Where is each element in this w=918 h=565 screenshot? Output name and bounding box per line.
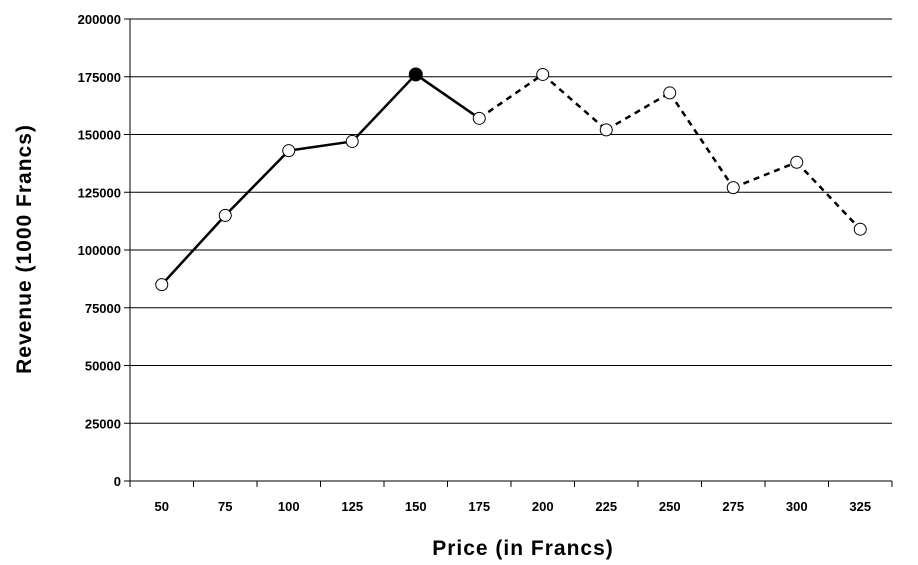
y-tick-label: 125000 xyxy=(78,185,121,200)
y-tick-label: 50000 xyxy=(85,359,121,374)
data-point xyxy=(536,67,550,81)
x-tick-label: 150 xyxy=(405,499,427,514)
x-tick-label: 100 xyxy=(278,499,300,514)
line-segment-dashed xyxy=(478,73,544,120)
x-tick-label: 300 xyxy=(786,499,808,514)
x-tick-label: 275 xyxy=(722,499,744,514)
line-segment-dashed xyxy=(605,91,671,131)
x-tick-label: 75 xyxy=(218,499,232,514)
data-point xyxy=(599,123,613,137)
axes xyxy=(124,18,893,487)
data-point xyxy=(472,111,486,125)
line-segment-solid xyxy=(224,149,290,217)
data-point xyxy=(282,144,296,158)
data-point xyxy=(726,181,740,195)
line-segment-dashed xyxy=(541,73,608,131)
y-axis-title: Revenue (1000 Francs) xyxy=(13,124,36,374)
y-tick-label: 25000 xyxy=(85,416,121,431)
line-segment-solid xyxy=(415,73,480,120)
line-segment-dashed xyxy=(668,92,735,189)
data-point xyxy=(663,86,677,100)
x-tick-label: 125 xyxy=(341,499,363,514)
y-tick-label: 150000 xyxy=(78,128,121,143)
line-segment-dashed xyxy=(795,161,862,231)
y-tick-label: 100000 xyxy=(78,243,121,258)
y-tick-label: 75000 xyxy=(85,301,121,316)
x-tick-label: 325 xyxy=(849,499,871,514)
line-segment-dashed xyxy=(732,161,798,189)
tick-labels: 0 25000 50000 75000 100000 125000 150000 175000… xyxy=(78,12,871,514)
data-point xyxy=(155,278,169,292)
y-tick-label: 200000 xyxy=(78,12,121,27)
series-points xyxy=(155,67,867,292)
line-segment-solid xyxy=(351,73,417,143)
series-line xyxy=(160,73,862,286)
y-tick-label: 0 xyxy=(114,474,121,489)
line-segment-solid xyxy=(288,140,353,152)
data-point xyxy=(345,134,359,148)
x-tick-label: 225 xyxy=(595,499,617,514)
x-tick-label: 200 xyxy=(532,499,554,514)
x-tick-label: 175 xyxy=(468,499,490,514)
data-point xyxy=(853,222,867,236)
x-tick-label: 50 xyxy=(155,499,169,514)
data-point-highlighted xyxy=(408,67,423,82)
gridlines xyxy=(130,18,892,424)
data-point xyxy=(790,155,804,169)
y-tick-label: 175000 xyxy=(78,70,121,85)
x-axis-title: Price (in Francs) xyxy=(432,537,614,560)
line-segment-solid xyxy=(160,214,227,286)
x-tick-label: 250 xyxy=(659,499,681,514)
data-point xyxy=(218,208,232,222)
